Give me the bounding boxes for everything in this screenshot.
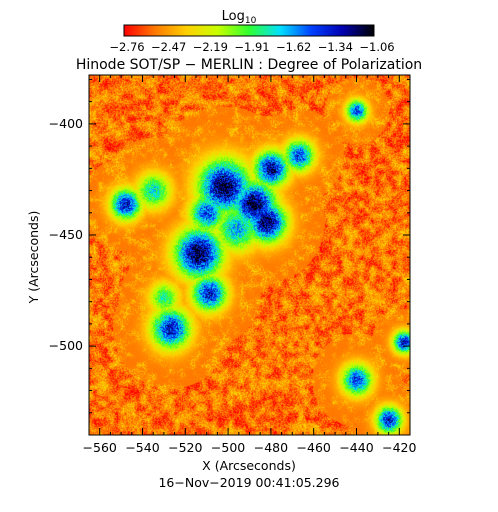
colorbar-gradient [123,24,375,37]
colorbar-tick-label: −1.06 [359,40,394,54]
x-tick-label: −460 [297,440,331,455]
polarization-heatmap [89,75,410,435]
colorbar: Log10 −2.76 −2.47 −2.19 −1.91 −1.62 −1.34 −1.0… [109,9,394,54]
y-tick-label: −500 [49,338,83,353]
y-axis: −400 −450 −500 [49,78,410,436]
plot-area: −560 −540 −520 −500 −480 −460 −440 −420 −400 −45… [49,74,417,455]
colorbar-tick-label: −2.19 [193,40,228,54]
x-axis: −560 −540 −520 −500 −480 −460 −440 −420 [83,75,417,455]
x-tick-label: −520 [168,440,202,455]
colorbar-tick-label: −2.76 [109,40,144,54]
colorbar-label-subscript: 10 [245,16,257,26]
colorbar-tick-label: −1.34 [318,40,353,54]
colorbar-label: Log10 [222,9,257,26]
x-tick-label: −540 [125,440,159,455]
x-tick-label: −440 [339,440,373,455]
y-tick-label: −450 [49,227,83,242]
chart-title: Hinode SOT/SP − MERLIN : Degree of Polar… [76,57,422,73]
timestamp: 16−Nov−2019 00:41:05.296 [158,475,339,490]
x-tick-label: −560 [83,440,117,455]
x-tick-label: −480 [254,440,288,455]
y-axis-label: Y (Arcseconds) [26,211,41,305]
colorbar-ticks: −2.76 −2.47 −2.19 −1.91 −1.62 −1.34 −1.06 [109,40,394,54]
x-tick-label: −500 [211,440,245,455]
x-axis-label: X (Arcseconds) [202,458,296,473]
colorbar-tick-label: −1.91 [234,40,269,54]
colorbar-tick-label: −2.47 [151,40,186,54]
x-tick-label: −420 [382,440,416,455]
colorbar-tick-label: −1.62 [276,40,311,54]
y-tick-label: −400 [49,116,83,131]
